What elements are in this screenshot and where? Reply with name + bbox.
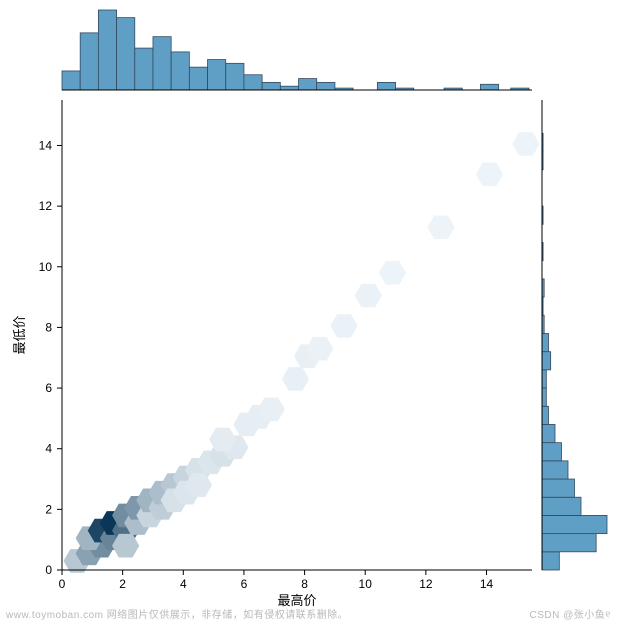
right-hist-bars bbox=[542, 133, 607, 570]
y-tick-label: 4 bbox=[45, 442, 52, 456]
top-histogram-panel bbox=[62, 10, 532, 90]
right-hist-bar bbox=[542, 479, 575, 497]
x-tick-label: 12 bbox=[419, 577, 433, 591]
hexbin-layer bbox=[64, 132, 540, 573]
top-hist-bar bbox=[80, 33, 98, 90]
top-hist-bar bbox=[117, 18, 135, 90]
hex-cell bbox=[379, 261, 406, 285]
x-tick-label: 0 bbox=[59, 577, 66, 591]
y-tick-label: 0 bbox=[45, 563, 52, 577]
top-hist-bar bbox=[480, 84, 498, 90]
top-hist-bar bbox=[317, 82, 335, 90]
y-tick-label: 14 bbox=[39, 138, 53, 152]
hex-cell bbox=[355, 284, 382, 308]
right-hist-bar bbox=[542, 497, 581, 515]
top-hist-bar bbox=[135, 48, 153, 90]
right-hist-bar bbox=[542, 352, 551, 370]
top-hist-bar bbox=[153, 37, 171, 90]
right-hist-bar bbox=[542, 370, 546, 388]
y-tick-label: 12 bbox=[39, 199, 53, 213]
top-hist-bar bbox=[208, 60, 226, 90]
top-hist-bars bbox=[62, 10, 529, 90]
footer-left: www.toymoban.com 网络图片仅供展示，非存储，如有侵权请联系删除。 bbox=[6, 606, 348, 621]
top-hist-bar bbox=[189, 67, 207, 90]
hex-cell bbox=[427, 216, 454, 240]
x-tick-label: 14 bbox=[480, 577, 494, 591]
top-hist-bar bbox=[299, 79, 317, 90]
y-tick-label: 10 bbox=[39, 260, 53, 274]
top-hist-bar bbox=[171, 52, 189, 90]
main-y-axis: 0 2 4 6 8 10 12 14 bbox=[39, 100, 62, 577]
right-histogram-panel bbox=[542, 100, 607, 570]
main-x-axis: 0 2 4 6 8 10 12 14 bbox=[59, 570, 532, 591]
right-hist-bar bbox=[542, 388, 546, 406]
right-hist-bar bbox=[542, 461, 568, 479]
hex-cell bbox=[512, 132, 539, 156]
x-tick-label: 6 bbox=[241, 577, 248, 591]
top-hist-bar bbox=[226, 63, 244, 90]
hex-cell bbox=[330, 314, 357, 338]
right-hist-bar bbox=[542, 406, 549, 424]
y-tick-label: 6 bbox=[45, 381, 52, 395]
top-hist-bar bbox=[280, 86, 298, 90]
right-hist-bar bbox=[542, 552, 559, 570]
hex-cell bbox=[476, 162, 503, 186]
x-tick-label: 2 bbox=[119, 577, 126, 591]
footer-right: CSDN @张小鱼୧ bbox=[530, 606, 611, 621]
top-hist-bar bbox=[98, 10, 116, 90]
y-tick-label: 2 bbox=[45, 502, 52, 516]
x-tick-label: 8 bbox=[301, 577, 308, 591]
top-hist-bar bbox=[377, 82, 395, 90]
y-axis-title: 最低价 bbox=[12, 315, 27, 354]
right-hist-bar bbox=[542, 424, 555, 442]
top-hist-bar bbox=[262, 82, 280, 90]
x-tick-label: 4 bbox=[180, 577, 187, 591]
right-hist-bar bbox=[542, 534, 596, 552]
hex-cell bbox=[282, 367, 309, 391]
jointplot: 02468101214 02468101214 最高价 最低价 bbox=[0, 0, 617, 625]
top-hist-bar bbox=[244, 75, 262, 90]
y-tick-label: 8 bbox=[45, 320, 52, 334]
right-hist-bar bbox=[542, 515, 607, 533]
top-hist-bar bbox=[62, 71, 80, 90]
right-hist-bar bbox=[542, 333, 549, 351]
main-hexbin-panel: 02468101214 02468101214 最高价 最低价 bbox=[62, 100, 532, 570]
x-tick-label: 10 bbox=[359, 577, 373, 591]
right-hist-bar bbox=[542, 443, 562, 461]
